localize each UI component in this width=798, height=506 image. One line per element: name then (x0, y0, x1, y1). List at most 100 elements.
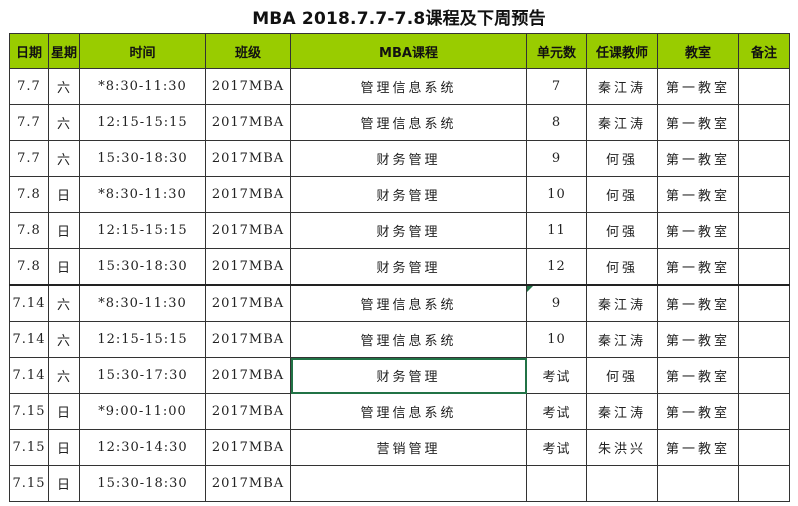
cell-class[interactable]: 2017MBA (205, 212, 291, 249)
cell-course[interactable]: 营销管理 (290, 429, 527, 466)
cell-class[interactable]: 2017MBA (205, 68, 291, 105)
cell-time[interactable]: 15:30-17:30 (79, 357, 206, 394)
column-header-course[interactable]: MBA课程 (290, 33, 527, 69)
cell-units[interactable]: 7 (526, 68, 587, 105)
cell-time[interactable]: 12:30-14:30 (79, 429, 206, 466)
cell-class[interactable]: 2017MBA (205, 248, 291, 286)
cell-units[interactable]: 10 (526, 176, 587, 213)
cell-room[interactable]: 第一教室 (657, 429, 739, 466)
cell-room[interactable]: 第一教室 (657, 393, 739, 430)
cell-class[interactable]: 2017MBA (205, 465, 291, 502)
cell-course[interactable]: 财务管理 (290, 357, 527, 394)
cell-weekday[interactable]: 六 (48, 284, 80, 322)
cell-notes[interactable] (738, 465, 790, 502)
cell-date[interactable]: 7.7 (9, 68, 49, 105)
cell-teacher[interactable]: 秦江涛 (586, 68, 658, 105)
column-header-teacher[interactable]: 任课教师 (586, 33, 658, 69)
cell-weekday[interactable]: 日 (48, 176, 80, 213)
cell-class[interactable]: 2017MBA (205, 429, 291, 466)
cell-time[interactable]: 15:30-18:30 (79, 140, 206, 177)
cell-course[interactable]: 财务管理 (290, 176, 527, 213)
cell-class[interactable]: 2017MBA (205, 284, 291, 322)
cell-notes[interactable] (738, 357, 790, 394)
cell-date[interactable]: 7.14 (9, 321, 49, 358)
cell-units[interactable]: 10 (526, 321, 587, 358)
column-header-date[interactable]: 日期 (9, 33, 49, 69)
column-header-room[interactable]: 教室 (657, 33, 739, 69)
cell-time[interactable]: *8:30-11:30 (79, 284, 206, 322)
cell-date[interactable]: 7.14 (9, 357, 49, 394)
cell-date[interactable]: 7.14 (9, 284, 49, 322)
cell-date[interactable]: 7.7 (9, 104, 49, 141)
cell-teacher[interactable]: 朱洪兴 (586, 429, 658, 466)
cell-date[interactable]: 7.8 (9, 212, 49, 249)
cell-teacher[interactable] (586, 465, 658, 502)
cell-time[interactable]: 15:30-18:30 (79, 465, 206, 502)
cell-units[interactable]: 考试 (526, 429, 587, 466)
cell-weekday[interactable]: 日 (48, 248, 80, 286)
cell-weekday[interactable]: 六 (48, 104, 80, 141)
cell-units[interactable]: 11 (526, 212, 587, 249)
cell-teacher[interactable]: 何强 (586, 140, 658, 177)
column-header-time[interactable]: 时间 (79, 33, 206, 69)
cell-time[interactable]: *8:30-11:30 (79, 68, 206, 105)
cell-weekday[interactable]: 六 (48, 357, 80, 394)
cell-date[interactable]: 7.15 (9, 429, 49, 466)
cell-time[interactable]: 15:30-18:30 (79, 248, 206, 286)
cell-course[interactable]: 管理信息系统 (290, 393, 527, 430)
cell-units[interactable]: 8 (526, 104, 587, 141)
cell-notes[interactable] (738, 176, 790, 213)
cell-units[interactable]: 9 (526, 140, 587, 177)
cell-weekday[interactable]: 六 (48, 321, 80, 358)
cell-teacher[interactable]: 秦江涛 (586, 104, 658, 141)
cell-time[interactable]: *9:00-11:00 (79, 393, 206, 430)
cell-class[interactable]: 2017MBA (205, 357, 291, 394)
cell-course[interactable]: 管理信息系统 (290, 68, 527, 105)
cell-teacher[interactable]: 秦江涛 (586, 393, 658, 430)
column-header-notes[interactable]: 备注 (738, 33, 790, 69)
cell-room[interactable]: 第一教室 (657, 284, 739, 322)
cell-units[interactable]: 考试 (526, 393, 587, 430)
cell-units[interactable]: 12 (526, 248, 587, 286)
cell-date[interactable]: 7.15 (9, 465, 49, 502)
column-header-units[interactable]: 单元数 (526, 33, 587, 69)
cell-notes[interactable] (738, 212, 790, 249)
cell-units[interactable]: 9 (526, 284, 587, 322)
cell-room[interactable]: 第一教室 (657, 321, 739, 358)
cell-room[interactable]: 第一教室 (657, 176, 739, 213)
cell-weekday[interactable]: 六 (48, 140, 80, 177)
cell-weekday[interactable]: 日 (48, 429, 80, 466)
cell-date[interactable]: 7.7 (9, 140, 49, 177)
cell-room[interactable]: 第一教室 (657, 212, 739, 249)
cell-class[interactable]: 2017MBA (205, 140, 291, 177)
cell-notes[interactable] (738, 393, 790, 430)
cell-teacher[interactable]: 秦江涛 (586, 321, 658, 358)
cell-course[interactable]: 财务管理 (290, 212, 527, 249)
cell-date[interactable]: 7.15 (9, 393, 49, 430)
cell-units[interactable]: 考试 (526, 357, 587, 394)
cell-course[interactable] (290, 465, 527, 502)
cell-room[interactable] (657, 465, 739, 502)
cell-class[interactable]: 2017MBA (205, 104, 291, 141)
cell-units[interactable] (526, 465, 587, 502)
cell-teacher[interactable]: 何强 (586, 248, 658, 286)
cell-class[interactable]: 2017MBA (205, 321, 291, 358)
cell-course[interactable]: 财务管理 (290, 248, 527, 286)
cell-course[interactable]: 管理信息系统 (290, 104, 527, 141)
cell-notes[interactable] (738, 321, 790, 358)
cell-time[interactable]: 12:15-15:15 (79, 321, 206, 358)
cell-teacher[interactable]: 何强 (586, 212, 658, 249)
cell-room[interactable]: 第一教室 (657, 357, 739, 394)
cell-room[interactable]: 第一教室 (657, 104, 739, 141)
cell-room[interactable]: 第一教室 (657, 140, 739, 177)
cell-course[interactable]: 财务管理 (290, 140, 527, 177)
cell-date[interactable]: 7.8 (9, 248, 49, 286)
column-header-class[interactable]: 班级 (205, 33, 291, 69)
cell-room[interactable]: 第一教室 (657, 248, 739, 286)
cell-course[interactable]: 管理信息系统 (290, 321, 527, 358)
cell-time[interactable]: 12:15-15:15 (79, 212, 206, 249)
cell-notes[interactable] (738, 284, 790, 322)
cell-weekday[interactable]: 六 (48, 68, 80, 105)
cell-weekday[interactable]: 日 (48, 212, 80, 249)
cell-time[interactable]: *8:30-11:30 (79, 176, 206, 213)
